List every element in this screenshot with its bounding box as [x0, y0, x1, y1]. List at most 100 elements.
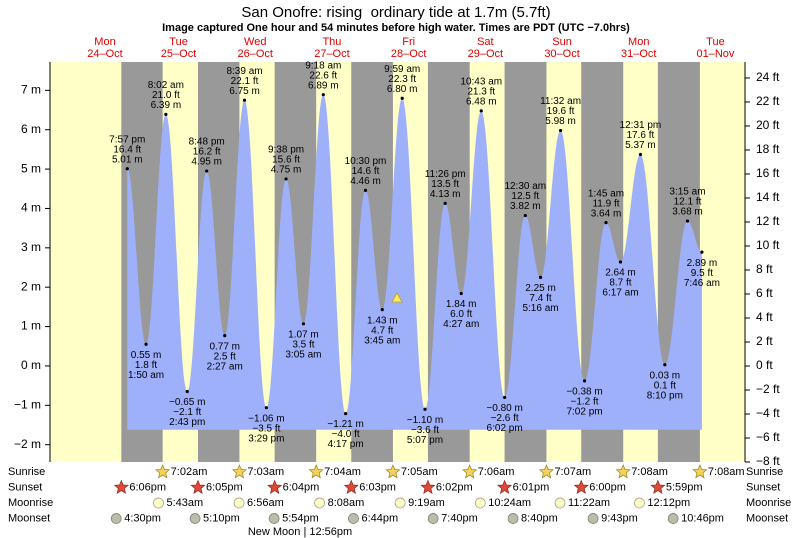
extreme-ft: 0.1 ft — [654, 380, 676, 391]
extreme-time: 5:07 pm — [407, 435, 443, 446]
day-name: Fri — [402, 36, 415, 48]
extreme-m: 6.39 m — [151, 100, 182, 111]
extreme-time: 12:30 am — [504, 181, 546, 192]
extreme-dot — [685, 219, 690, 223]
y2-tick-label: 18 ft — [756, 142, 780, 156]
extreme-m: 4.46 m — [350, 176, 381, 187]
sunrise-time: 7:03am — [247, 466, 284, 478]
extreme-ft: 7.4 ft — [529, 293, 551, 304]
y2-tick-label: −4 ft — [756, 406, 780, 420]
sunrise-time: 7:02am — [171, 466, 208, 478]
extreme-m: 5.98 m — [545, 116, 576, 127]
extreme-m: 6.89 m — [308, 80, 339, 91]
extreme-ft: 6.0 ft — [450, 309, 472, 320]
y-tick-label: 1 m — [21, 319, 41, 333]
extreme-ft: −2.6 ft — [491, 413, 519, 424]
row-label: Sunrise — [8, 466, 45, 478]
extreme-time: 11:32 am — [540, 96, 581, 107]
extreme-dot — [205, 169, 209, 173]
y2-tick-label: −2 ft — [756, 382, 780, 396]
day-date: 29–Oct — [468, 48, 503, 60]
moonset-time: 9:43pm — [601, 512, 638, 524]
extreme-dot — [558, 128, 563, 133]
extreme-dot — [700, 250, 704, 254]
sunset-icon — [650, 479, 666, 494]
day-name: Wed — [244, 36, 266, 48]
day-date: 26–Oct — [238, 48, 273, 60]
sunset-time: 6:04pm — [283, 481, 320, 493]
extreme-time: 5:16 am — [522, 303, 558, 314]
extreme-time: 9:59 am — [384, 64, 420, 75]
day-name: Mon — [628, 36, 649, 48]
extreme-time: 4:27 am — [443, 319, 479, 330]
extreme-ft: 3.5 ft — [292, 339, 314, 350]
extreme-dot — [459, 291, 463, 296]
extreme-dot — [503, 395, 507, 400]
extreme-ft: 11.9 ft — [592, 198, 619, 209]
extreme-ft: 12.5 ft — [511, 191, 539, 202]
sunrise-icon — [308, 464, 324, 479]
moonset-time: 10:46pm — [681, 512, 724, 524]
sunset-time: 6:00pm — [589, 481, 626, 493]
sunrise-icon — [231, 464, 247, 479]
extreme-time: 3:05 am — [285, 349, 321, 360]
day-name: Sat — [477, 36, 494, 48]
moonrise-time: 10:24am — [488, 497, 531, 509]
moonset-icon — [667, 513, 679, 524]
extreme-time: 3:45 am — [364, 335, 400, 346]
extreme-m: 3.64 m — [591, 208, 622, 219]
day-name: Thu — [322, 36, 341, 48]
extreme-time: 7:57 pm — [109, 134, 145, 145]
extreme-dot — [284, 177, 288, 181]
moonset-time: 4:30pm — [124, 512, 161, 524]
sunrise-icon — [538, 464, 554, 479]
moonset-time: 8:40pm — [521, 512, 558, 524]
extreme-m: −0.80 m — [486, 403, 522, 414]
extreme-time: 9:38 pm — [268, 145, 304, 156]
y2-tick-label: 22 ft — [756, 94, 780, 108]
extreme-m: 1.84 m — [446, 299, 477, 310]
moonset-icon — [348, 513, 359, 524]
extreme-m: 6.48 m — [466, 96, 497, 107]
extreme-ft: 22.6 ft — [309, 70, 337, 81]
tide-area — [127, 94, 702, 430]
sunset-time: 6:01pm — [513, 481, 550, 493]
extreme-time: 6:17 am — [602, 288, 638, 299]
extreme-time: 1:45 am — [588, 188, 624, 199]
y-tick-label: −2 m — [14, 437, 41, 451]
extreme-time: 2:27 am — [207, 361, 243, 372]
extreme-m: −1.06 m — [248, 413, 284, 424]
moonrise-time: 9:19am — [408, 497, 445, 509]
moonset-time: 7:40pm — [441, 512, 478, 524]
extreme-dot — [164, 112, 168, 116]
chart-subtitle: Image captured One hour and 54 minutes b… — [162, 22, 630, 34]
sunrise-icon — [155, 464, 171, 479]
moonset-icon — [189, 513, 201, 524]
extreme-time: 11:26 pm — [425, 169, 466, 180]
day-date: 01–Nov — [696, 48, 734, 60]
sunrise-time: 7:08am — [708, 466, 745, 478]
extreme-ft: 22.1 ft — [231, 76, 259, 87]
extreme-dot — [264, 406, 268, 410]
extreme-m: 5.37 m — [625, 140, 656, 151]
current-level-marker — [391, 292, 403, 303]
row-label: Moonset — [8, 512, 50, 524]
extreme-time: 2:43 pm — [169, 417, 205, 428]
tide-layer — [127, 94, 702, 430]
y-tick-label: 7 m — [21, 83, 41, 97]
sunrise-time: 7:07am — [554, 466, 591, 478]
sunset-icon — [267, 479, 283, 494]
moonset-icon — [110, 513, 122, 524]
y-tick-label: 3 m — [21, 240, 41, 254]
extreme-dot — [242, 98, 247, 102]
extreme-dot — [125, 167, 129, 171]
extreme-time: 8:39 am — [226, 66, 262, 77]
extreme-dot — [663, 363, 667, 367]
y2-tick-label: 14 ft — [756, 190, 780, 204]
sunrise-icon — [615, 464, 631, 479]
extreme-time: 3:29 pm — [248, 433, 284, 444]
sunrise-time: 7:04am — [324, 466, 361, 478]
sunset-icon — [573, 479, 589, 494]
moonrise-icon — [394, 497, 406, 509]
moonset-icon — [507, 513, 519, 524]
